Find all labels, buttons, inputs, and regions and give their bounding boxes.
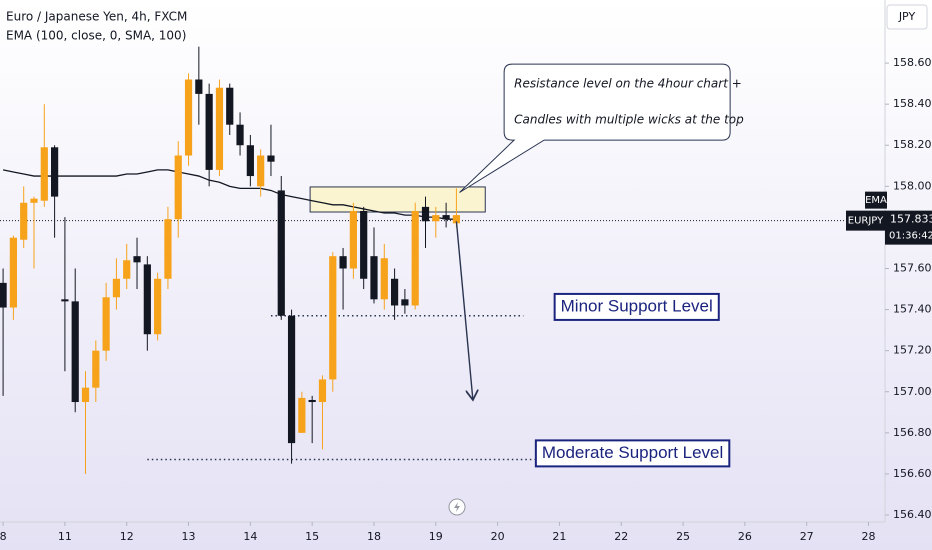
candle-body [184,79,193,156]
currency-label[interactable]: JPY [898,10,916,23]
countdown-label: 01:36:42 [889,231,932,242]
candle-body [102,297,110,351]
candle-body [318,379,327,403]
ema-axis-box [865,191,887,209]
x-tick-label: 13 [182,530,196,543]
indicator-legend: EMA (100, close, 0, SMA, 100) [6,29,186,43]
x-tick-label: 14 [243,530,257,543]
y-tick-label: 157.600 [893,262,932,275]
plot [0,46,885,474]
x-tick-label: 11 [58,530,72,543]
candle-body [0,282,7,308]
candle-body [81,387,90,403]
candle-body [9,237,17,308]
x-tick-label: 15 [305,530,319,543]
candle-body [61,299,69,302]
resistance-zone [309,186,486,213]
callout-text: Resistance level on the 4hour chart + [514,77,742,91]
y-tick-label: 158.400 [893,97,932,110]
candle-body [390,278,399,306]
candle-body [154,278,162,335]
candle-body [205,93,213,170]
candle-body [370,256,378,300]
price-box [885,210,932,245]
y-tick-label: 158.000 [893,179,932,192]
candle-body [411,210,419,306]
callout-box [459,63,731,193]
candle-body [308,399,316,403]
candle-body [112,278,121,298]
candle-body [287,315,296,444]
candle-body [380,258,388,300]
y-tick-label: 158.200 [893,138,932,151]
candle-body [174,155,182,220]
candle-body [215,87,224,170]
candle-body [267,155,275,162]
candle-body [432,215,440,222]
lightning-icon[interactable] [448,498,466,516]
chart-title: Euro / Japanese Yen, 4h, FXCM [6,10,187,24]
x-tick-label: 21 [552,530,566,543]
y-tick-label: 156.800 [893,426,932,439]
support-label: Minor Support Level [561,296,713,315]
candle-body [71,301,79,403]
x-tick-label: 27 [800,530,814,543]
candle-body [51,147,59,197]
candle-body [40,147,48,201]
y-tick-label: 158.600 [893,56,932,69]
candle-body [123,260,131,279]
x-tick-label: 28 [862,530,876,543]
x-tick-label: 12 [120,530,134,543]
y-tick-label: 157.200 [893,344,932,357]
y-tick-label: 156.600 [893,467,932,480]
x-tick-label: 8 [0,530,7,543]
candle-body [30,198,38,203]
candle-body [195,79,203,94]
ema-axis-label: EMA [865,195,887,206]
candle-body [277,190,285,316]
ema-line [2,169,457,220]
candle-body [92,350,100,388]
support-label: Moderate Support Level [542,443,723,462]
y-tick-label: 157.400 [893,303,932,316]
symbol-label: EURJPY [848,216,884,227]
candle-body [349,210,357,269]
x-tick-label: 18 [367,530,381,543]
x-tick-label: 20 [491,530,505,543]
support-label-box [553,292,720,321]
x-tick-label: 26 [738,530,752,543]
candle-body [401,299,409,306]
support-label-box [534,439,731,468]
candle-body [143,264,151,335]
candle-body [339,256,347,269]
candle-body [421,206,430,222]
candle-body [452,215,461,224]
y-tick-label: 156.400 [893,508,932,521]
candle-body [442,215,450,220]
currency-button[interactable] [886,4,928,30]
arrow [455,221,472,400]
candle-body [298,397,306,433]
candle-body [164,219,172,279]
y-tick-label: 157.000 [893,385,932,398]
candle-body [329,256,337,380]
candle-body [257,155,265,187]
candle-body [20,202,28,240]
candle-body [133,256,141,263]
x-tick-label: 25 [676,530,690,543]
x-tick-label: 19 [429,530,443,543]
callout-text: Candles with multiple wicks at the top [514,113,744,127]
candle-body [246,145,254,177]
x-tick-label: 22 [614,530,628,543]
symbol-box [846,210,885,231]
price-label: 157.833 [890,213,932,226]
candle-body [236,124,244,146]
candle-body [360,210,368,279]
candle-body [226,87,234,125]
